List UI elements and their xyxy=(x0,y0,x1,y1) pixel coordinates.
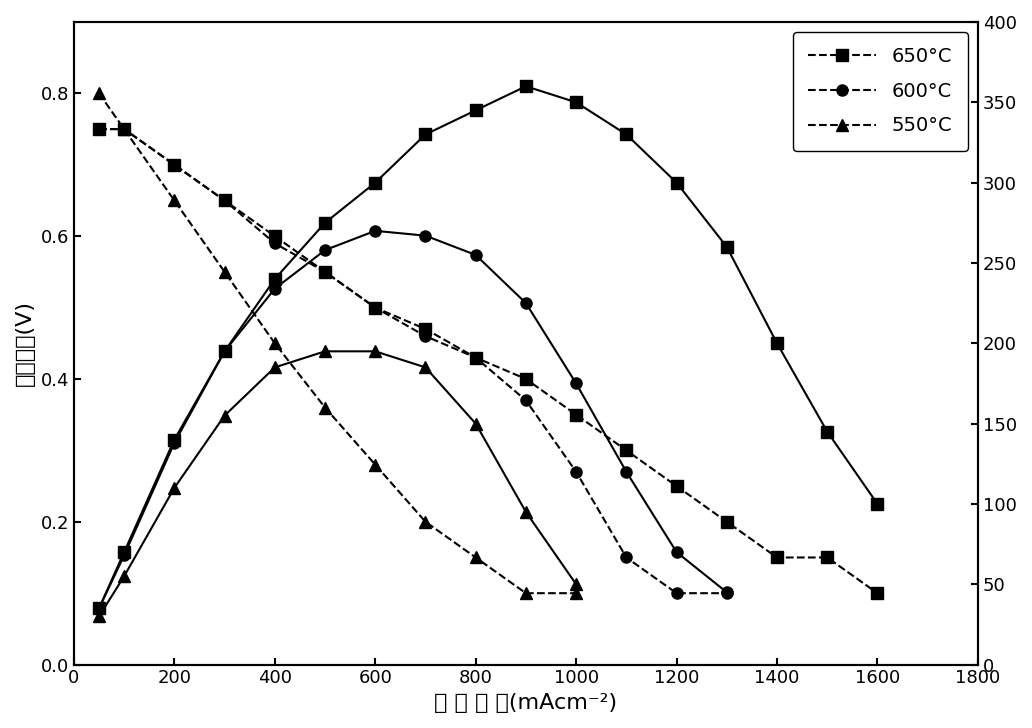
Line: 550°C: 550°C xyxy=(94,88,582,598)
600°C xyxy=(520,396,533,405)
650°C xyxy=(93,124,105,133)
600°C xyxy=(118,124,130,133)
600°C xyxy=(219,196,231,205)
650°C xyxy=(470,353,482,362)
600°C xyxy=(720,589,733,598)
550°C xyxy=(93,89,105,98)
Line: 650°C: 650°C xyxy=(94,124,883,598)
550°C xyxy=(219,267,231,276)
650°C xyxy=(219,196,231,205)
650°C xyxy=(168,160,181,169)
600°C xyxy=(268,239,281,248)
650°C xyxy=(570,411,582,419)
550°C xyxy=(419,518,431,526)
650°C xyxy=(871,589,883,598)
650°C xyxy=(520,375,533,384)
Line: 600°C: 600°C xyxy=(94,124,733,598)
600°C xyxy=(470,353,482,362)
550°C xyxy=(118,124,130,133)
550°C xyxy=(570,589,582,598)
650°C xyxy=(720,518,733,526)
650°C xyxy=(821,553,834,562)
550°C xyxy=(168,196,181,205)
650°C xyxy=(671,482,683,491)
600°C xyxy=(671,589,683,598)
650°C xyxy=(118,124,130,133)
600°C xyxy=(168,160,181,169)
550°C xyxy=(369,460,382,469)
550°C xyxy=(520,589,533,598)
600°C xyxy=(419,332,431,341)
600°C xyxy=(620,553,633,562)
600°C xyxy=(369,304,382,312)
550°C xyxy=(319,403,331,412)
600°C xyxy=(570,467,582,476)
650°C xyxy=(369,304,382,312)
650°C xyxy=(319,267,331,276)
Y-axis label: 开路电压(V): 开路电压(V) xyxy=(15,300,35,387)
Legend: 650°C, 600°C, 550°C: 650°C, 600°C, 550°C xyxy=(793,32,968,151)
650°C xyxy=(268,232,281,240)
X-axis label: 电 流 密 度(mAcm⁻²): 电 流 密 度(mAcm⁻²) xyxy=(434,693,617,713)
650°C xyxy=(771,553,783,562)
550°C xyxy=(268,339,281,348)
600°C xyxy=(93,124,105,133)
650°C xyxy=(620,446,633,455)
550°C xyxy=(470,553,482,562)
650°C xyxy=(419,325,431,333)
600°C xyxy=(319,267,331,276)
